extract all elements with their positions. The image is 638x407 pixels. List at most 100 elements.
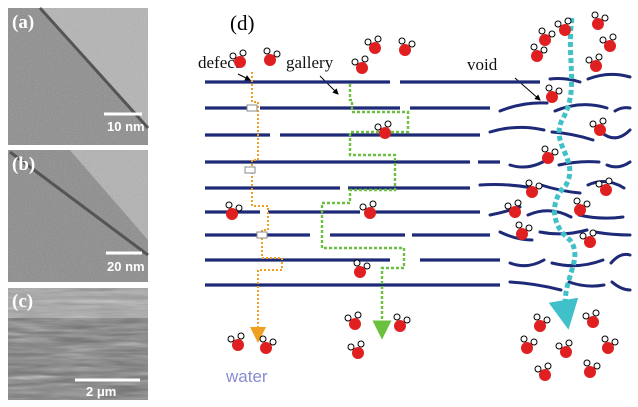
hydrogen	[549, 31, 555, 37]
hydrogen	[565, 18, 571, 24]
hydrogen	[409, 41, 415, 47]
hydrogen	[385, 121, 391, 127]
hydrogen	[228, 336, 234, 342]
hydrogen	[584, 201, 590, 207]
oxygen	[526, 186, 538, 198]
hydrogen	[348, 344, 354, 350]
oxygen	[509, 206, 521, 218]
panel-d: (d) defect gallery void water	[198, 11, 630, 386]
sheet	[550, 79, 580, 82]
sheet	[588, 74, 630, 79]
hydrogen	[365, 39, 371, 45]
oxygen	[539, 369, 551, 381]
water-molecule	[521, 336, 537, 354]
pointer	[238, 74, 250, 80]
sheet	[607, 162, 630, 167]
hydrogen	[362, 56, 368, 62]
hydrogen	[600, 37, 606, 43]
oxygen	[602, 342, 614, 354]
sheet	[611, 254, 630, 263]
hydrogen	[516, 222, 522, 228]
hydrogen	[521, 336, 527, 342]
hydrogen	[236, 205, 242, 211]
hydrogen	[594, 363, 600, 369]
hydrogen	[526, 225, 532, 231]
hydrogen	[544, 317, 550, 323]
sheet	[555, 105, 607, 111]
hydrogen	[612, 339, 618, 345]
hydrogen	[531, 44, 537, 50]
hydrogen	[264, 48, 270, 54]
oxygen	[560, 346, 572, 358]
oxygen	[260, 342, 272, 354]
oxygen	[364, 207, 376, 219]
water-molecule	[228, 333, 244, 351]
panel-a: (a) 10 nm	[8, 8, 148, 145]
hydrogen	[602, 15, 608, 21]
hydrogen	[404, 317, 410, 323]
water-molecule	[264, 48, 280, 66]
water-molecule	[542, 146, 558, 164]
hydrogen	[596, 54, 602, 60]
water-molecule	[360, 201, 376, 219]
water-molecule	[586, 54, 602, 72]
water-molecule	[535, 363, 551, 381]
hydrogen	[596, 181, 602, 187]
hydrogen	[270, 339, 276, 345]
water-molecule	[226, 202, 242, 220]
hydrogen	[505, 203, 511, 209]
oxygen	[590, 60, 602, 72]
sheet	[552, 260, 603, 266]
hydrogen	[584, 360, 590, 366]
oxygen	[379, 127, 391, 139]
defect	[245, 167, 255, 173]
oxygen	[356, 62, 368, 74]
hydrogen	[354, 260, 360, 266]
water-molecule	[399, 38, 415, 56]
hydrogen	[590, 230, 596, 236]
panel-c: (c) 2 μm	[8, 288, 148, 400]
hydrogen	[590, 121, 596, 127]
panel-b: (b) 20 nm	[8, 150, 148, 282]
sheet	[579, 215, 623, 218]
hydrogen	[552, 149, 558, 155]
oxygen	[264, 54, 276, 66]
water-molecule	[574, 198, 590, 216]
hydrogen	[260, 336, 266, 342]
sheet	[490, 127, 544, 132]
oxygen	[594, 124, 606, 136]
hydrogen	[600, 118, 606, 124]
water-molecule	[592, 12, 608, 30]
hydrogen	[539, 28, 545, 34]
water-molecule	[546, 85, 562, 103]
water-molecule	[516, 222, 532, 240]
water-molecule	[260, 336, 276, 354]
oxygen	[516, 228, 528, 240]
oxygen	[584, 236, 596, 248]
oxygen	[559, 24, 571, 36]
oxygen	[592, 18, 604, 30]
hydrogen	[274, 51, 280, 57]
oxygen	[604, 40, 616, 52]
hydrogen	[534, 314, 540, 320]
water-molecule	[352, 56, 368, 74]
hydrogen	[226, 202, 232, 208]
water-molecule	[348, 341, 364, 359]
sheet	[595, 232, 630, 235]
oxygen	[600, 184, 612, 196]
defect	[247, 105, 257, 111]
defect	[257, 232, 267, 238]
hydrogen	[606, 178, 612, 184]
hydrogen	[602, 336, 608, 342]
sheet	[559, 162, 599, 165]
oxygen	[584, 366, 596, 378]
oxygen	[354, 266, 366, 278]
water-molecule	[531, 44, 547, 62]
hydrogen	[240, 50, 246, 56]
sheet	[480, 185, 533, 188]
hydrogen	[375, 124, 381, 130]
hydrogen	[230, 53, 236, 59]
hydrogen	[364, 263, 370, 269]
panel-label: (a)	[12, 12, 34, 33]
oxygen	[542, 152, 554, 164]
